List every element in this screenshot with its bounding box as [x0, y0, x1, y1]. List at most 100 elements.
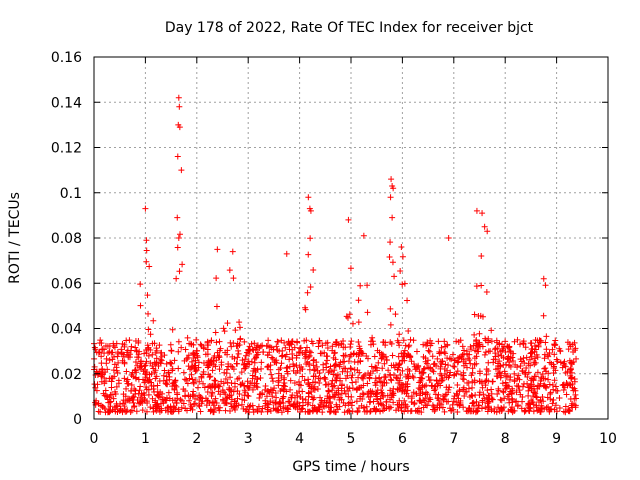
data-point: [441, 349, 448, 356]
data-point: [271, 359, 278, 366]
data-point: [253, 380, 260, 387]
data-point: [495, 385, 502, 392]
data-point: [397, 372, 404, 379]
data-point: [498, 352, 505, 359]
data-point: [236, 390, 243, 397]
data-point: [542, 365, 549, 372]
data-point: [425, 347, 432, 354]
data-point: [204, 351, 211, 358]
data-point: [106, 348, 113, 355]
data-point: [114, 349, 121, 356]
data-point: [180, 369, 187, 376]
data-point: [195, 384, 202, 391]
data-point: [420, 353, 427, 360]
data-point: [229, 248, 236, 255]
data-point: [135, 339, 142, 346]
data-point: [147, 404, 154, 411]
data-point: [310, 356, 317, 363]
data-point: [355, 297, 362, 304]
data-point: [102, 387, 109, 394]
data-point: [374, 367, 381, 374]
data-point: [164, 404, 171, 411]
data-point: [118, 346, 125, 353]
data-point: [163, 397, 170, 404]
data-point: [231, 355, 238, 362]
data-point: [437, 359, 444, 366]
data-point: [316, 379, 323, 386]
data-point: [102, 378, 109, 385]
data-point: [291, 379, 298, 386]
data-point: [530, 359, 537, 366]
data-point: [512, 398, 519, 405]
data-point: [408, 358, 415, 365]
data-point: [340, 365, 347, 372]
data-point: [348, 374, 355, 381]
data-point: [465, 407, 472, 414]
data-point: [178, 344, 185, 351]
data-point: [262, 400, 269, 407]
data-point: [399, 281, 406, 288]
data-point: [325, 387, 332, 394]
data-point: [144, 374, 151, 381]
data-point: [371, 379, 378, 386]
data-point: [387, 339, 394, 346]
data-point: [214, 349, 221, 356]
data-point: [565, 406, 572, 413]
data-point: [259, 405, 266, 412]
data-point: [569, 381, 576, 388]
data-point: [453, 338, 460, 345]
data-point: [472, 347, 479, 354]
data-point: [387, 194, 394, 201]
data-point: [483, 289, 490, 296]
data-point: [438, 401, 445, 408]
data-point: [120, 400, 126, 407]
data-point: [539, 393, 546, 400]
data-point: [523, 364, 530, 371]
data-point: [376, 375, 383, 382]
data-point: [402, 342, 409, 349]
data-point: [347, 365, 354, 372]
data-point: [165, 389, 172, 396]
data-point: [519, 367, 526, 374]
data-point: [368, 363, 375, 370]
data-point: [360, 382, 367, 389]
data-point: [361, 404, 368, 411]
data-point: [311, 406, 318, 413]
data-point: [299, 373, 306, 380]
data-point: [310, 373, 317, 380]
data-point: [175, 365, 182, 372]
data-point: [484, 387, 491, 394]
data-point: [281, 379, 288, 386]
data-point: [537, 405, 544, 412]
data-point: [396, 361, 403, 368]
data-point: [560, 387, 567, 394]
data-point: [532, 390, 539, 397]
data-point: [402, 401, 409, 408]
data-point: [269, 355, 276, 362]
data-point: [331, 382, 338, 389]
data-point: [415, 405, 422, 412]
data-point: [464, 379, 471, 386]
data-point: [296, 345, 303, 352]
data-point: [305, 194, 312, 201]
data-point: [306, 366, 313, 373]
data-point: [379, 365, 386, 372]
data-point: [126, 337, 133, 344]
data-point: [137, 360, 144, 367]
data-point: [573, 395, 580, 402]
data-point: [355, 339, 362, 346]
data-point: [231, 383, 238, 390]
data-point: [123, 368, 130, 375]
data-point: [550, 396, 557, 403]
data-point: [369, 334, 376, 341]
x-tick-label: 8: [501, 431, 510, 447]
data-point: [97, 337, 104, 344]
data-point: [388, 176, 395, 183]
data-point: [169, 365, 176, 372]
data-point: [252, 353, 259, 360]
data-point: [241, 338, 248, 345]
data-point: [454, 392, 461, 399]
data-point: [360, 375, 367, 382]
data-point: [450, 406, 457, 413]
data-point: [500, 404, 507, 411]
